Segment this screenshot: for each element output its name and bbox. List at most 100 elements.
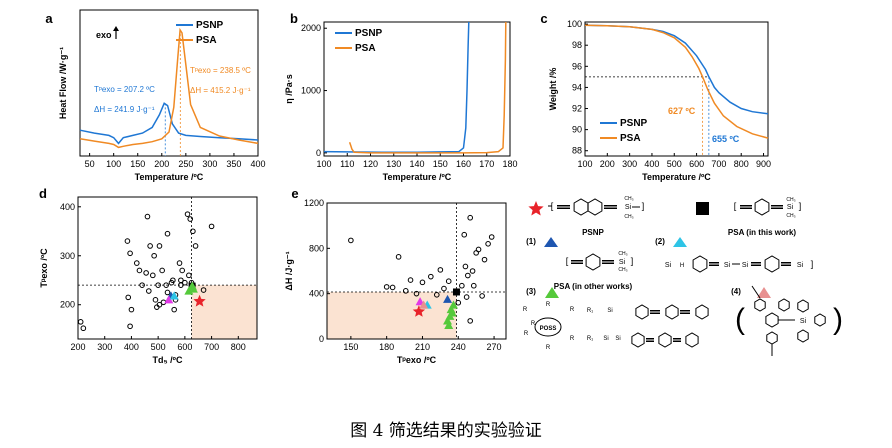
- hydrogen-atom: H: [680, 263, 684, 269]
- panel-a-ylabel: Heat Flow /W·g⁻¹: [58, 47, 68, 119]
- panel-d-point: [192, 243, 199, 249]
- si-atom: Si: [607, 308, 612, 314]
- group-3-label: (3): [526, 287, 536, 296]
- benzene-ring: [658, 332, 672, 348]
- panel-a-xtick-label: 300: [202, 159, 217, 169]
- figure-caption: 图 4 筛选结果的实验验证: [350, 421, 542, 441]
- panel-d-point: [176, 260, 183, 266]
- bracket: ]: [642, 201, 645, 211]
- panel-b-xtick-label: 180: [502, 159, 517, 169]
- poss-label: POSS: [540, 326, 557, 332]
- si-atom: Si: [665, 262, 672, 269]
- si-atom: Si: [619, 259, 626, 266]
- panel-d-ylabel: Tᵖexo /ºC: [39, 248, 49, 288]
- panel-d-point: [147, 243, 153, 249]
- panel-e-xtick-label: 210: [415, 342, 430, 352]
- panel-d-point: [182, 279, 188, 286]
- panel-d-point: [152, 297, 159, 303]
- panel-b-xtick-label: 130: [386, 159, 401, 169]
- panel-d-triangle-marker: [164, 295, 174, 304]
- panel-a-xtick-label: 400: [250, 159, 265, 169]
- panel-a-xlabel: Temperature /ºC: [135, 172, 204, 182]
- panel-c-ylabel: Weight /%: [548, 68, 558, 111]
- panel-d-xtick-label: 200: [70, 342, 85, 352]
- r-group-label: R: [523, 307, 528, 313]
- panel-e-ytick-label: 800: [309, 243, 324, 253]
- si-atom: Si: [787, 204, 794, 211]
- panel-d-point: [208, 223, 215, 230]
- panel-e-xlabel: Tᵖexo /ºC: [397, 355, 437, 365]
- panel-e-xtick-label: 240: [451, 342, 466, 352]
- panel-e-xtick-label: 270: [487, 342, 502, 352]
- benzene-ring: [585, 253, 601, 271]
- panel-e-ytick-label: 0: [319, 334, 324, 344]
- panel-d-point: [156, 301, 163, 308]
- panel-b-ytick-label: 1000: [301, 86, 321, 96]
- panel-d-point: [171, 306, 177, 313]
- panel-c-psnp-temp: 655 ºC: [712, 134, 740, 144]
- panel-e-point: [348, 237, 354, 244]
- methyl-group: CH₃: [618, 251, 627, 257]
- panel-d-point: [164, 289, 171, 296]
- panel-d-point: [159, 267, 165, 274]
- panel-b-xtick-label: 170: [479, 159, 494, 169]
- panel-d-point: [128, 306, 135, 313]
- legend-star-marker: [528, 201, 544, 216]
- panel-a-xtick-label: 200: [154, 159, 169, 169]
- panel-b-xtick-label: 120: [363, 159, 378, 169]
- panel-c-xtick-label: 700: [711, 159, 726, 169]
- psa-other-works-label: PSA (in other works): [554, 282, 633, 291]
- panel-d-point: [125, 294, 132, 301]
- benzene-ring: [765, 312, 779, 328]
- panel-e-point: [469, 268, 476, 274]
- panel-d-letter: d: [39, 186, 47, 201]
- benzene-ring: [778, 298, 790, 312]
- group-1-label: (1): [526, 237, 536, 246]
- panel-d-ytick-label: 400: [60, 202, 75, 212]
- panel-d-point: [143, 270, 149, 276]
- r-group-label: R: [570, 336, 575, 342]
- bracket: ): [833, 303, 843, 336]
- benzene-ring: [631, 332, 645, 348]
- panel-d-star-marker: [193, 294, 206, 307]
- naphthalene-ring: [573, 198, 589, 216]
- panel-d-point: [80, 325, 87, 332]
- panel-e-xtick-label: 150: [343, 342, 358, 352]
- bracket: (: [735, 303, 745, 336]
- panel-e-star-marker: [412, 305, 426, 317]
- panel-d-point: [187, 216, 194, 222]
- panel-c-xtick-label: 900: [756, 159, 771, 169]
- panel-a-xtick-label: 150: [130, 159, 145, 169]
- poss-cage: [534, 317, 562, 337]
- panel-c-frame: [584, 21, 769, 157]
- panel-c-xtick-label: 100: [577, 159, 592, 169]
- panel-d-point: [164, 230, 171, 237]
- panel-d-point: [150, 272, 156, 279]
- panel-d-point: [190, 228, 196, 235]
- panel-c-xtick-label: 400: [644, 159, 659, 169]
- panel-b-letter: b: [290, 11, 298, 26]
- benzene-ring: [797, 299, 809, 313]
- panel-d-target-region: [191, 285, 257, 339]
- panel-d-xtick-label: 600: [177, 342, 192, 352]
- si-atom: Si: [615, 336, 620, 342]
- panel-b-psa-line: [348, 21, 507, 154]
- panel-d-point: [155, 282, 161, 288]
- panel-a-psa-line: [79, 27, 259, 149]
- methyl-group: CH₃: [624, 214, 633, 220]
- panel-e-ytick-label: 1200: [304, 198, 324, 208]
- panel-e-square-marker: [452, 288, 460, 296]
- panel-d-frame: [77, 196, 258, 340]
- panel-b-legend-label: PSNP: [355, 28, 383, 39]
- panel-d-triangle-marker: [169, 291, 179, 300]
- panel-c-psnp-line: [584, 24, 769, 115]
- si-atom: Si: [603, 336, 608, 342]
- panel-b-legend-label: PSA: [355, 43, 376, 54]
- panel-d-point: [127, 250, 133, 257]
- panel-b-ylabel: η /Pa·s: [284, 74, 294, 104]
- benzene-ring: [764, 255, 780, 273]
- panel-d-point: [77, 319, 84, 325]
- panel-a-psa-dh: ΔH = 415.2 J·g⁻¹: [190, 86, 251, 95]
- panel-e-point: [462, 263, 469, 270]
